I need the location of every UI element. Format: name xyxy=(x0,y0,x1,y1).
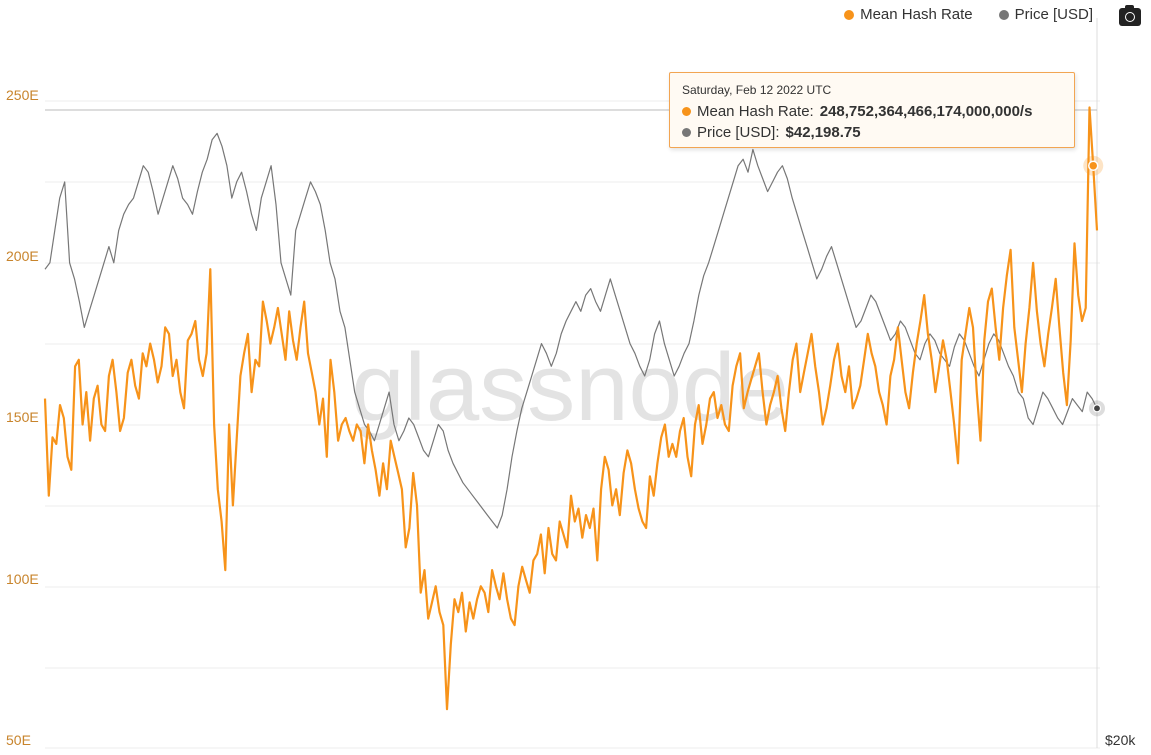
tooltip-dot-icon xyxy=(682,128,691,137)
series-layer xyxy=(43,106,1105,711)
legend-dot-icon xyxy=(844,9,855,20)
price-line xyxy=(44,132,1098,529)
watermark-text: glassnode xyxy=(351,334,789,441)
y-tick-label: 100E xyxy=(6,571,39,587)
hash-rate-line xyxy=(43,106,1099,711)
tooltip-row-hash: Mean Hash Rate: 248,752,364,466,174,000,… xyxy=(682,101,1062,122)
price-highlight-point xyxy=(1092,404,1102,413)
legend: Mean Hash Rate Price [USD] xyxy=(844,6,1093,23)
legend-label: Mean Hash Rate xyxy=(860,6,973,23)
camera-icon[interactable] xyxy=(1119,5,1141,26)
y-tick-label: 200E xyxy=(6,248,39,264)
legend-label: Price [USD] xyxy=(1014,6,1093,23)
y-tick-label: 50E xyxy=(6,732,31,748)
hash-highlight-point xyxy=(1087,160,1099,171)
y-axis-right: $20k xyxy=(1105,732,1136,748)
y-axis-left: 250E 200E 150E 100E 50E xyxy=(6,87,39,748)
y-right-tick-label: $20k xyxy=(1105,732,1136,748)
tooltip-row-price: Price [USD]: $42,198.75 xyxy=(682,122,1062,143)
tooltip-price-label: Price [USD]: xyxy=(697,124,780,141)
y-tick-label: 250E xyxy=(6,87,39,103)
tooltip: Saturday, Feb 12 2022 UTC Mean Hash Rate… xyxy=(669,72,1075,148)
tooltip-hash-label: Mean Hash Rate: xyxy=(697,103,814,120)
legend-item-price[interactable]: Price [USD] xyxy=(998,6,1093,23)
tooltip-price-value: $42,198.75 xyxy=(785,124,861,141)
tooltip-hash-value: 248,752,364,466,174,000,000/s xyxy=(819,103,1033,120)
tooltip-dot-icon xyxy=(682,107,691,116)
y-tick-label: 150E xyxy=(6,409,39,425)
legend-item-hash-rate[interactable]: Mean Hash Rate xyxy=(844,6,973,23)
tooltip-date: Saturday, Feb 12 2022 UTC xyxy=(682,83,832,97)
legend-dot-icon xyxy=(998,9,1009,20)
